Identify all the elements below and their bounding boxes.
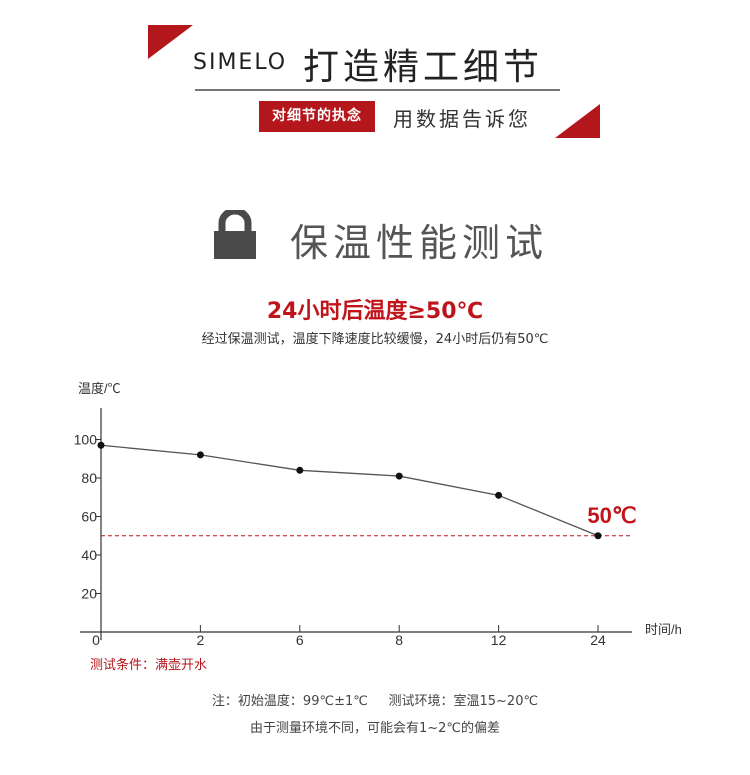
tag-badge: 对细节的执念: [259, 101, 375, 132]
x-tick-label: 6: [296, 632, 304, 648]
tagline: 用数据告诉您: [393, 107, 531, 131]
decor-triangle-top-left: [148, 25, 193, 59]
annotation-50c: 50℃: [587, 503, 636, 528]
y-axis-label: 温度/℃: [78, 381, 121, 396]
decor-triangle-bottom-right: [555, 104, 600, 138]
data-point: [97, 441, 105, 449]
y-tick-label: 80: [81, 470, 97, 486]
data-point: [196, 451, 204, 459]
brand-name: SIMELO: [193, 50, 288, 75]
data-point: [495, 491, 503, 499]
data-point: [395, 472, 403, 480]
x-tick-label: 12: [491, 632, 507, 648]
section-title: 保温性能测试: [290, 221, 549, 265]
x-axis-label: 时间/h: [645, 622, 682, 637]
y-tick-label: 20: [81, 586, 97, 602]
note-deviation: 由于测量环境不同，可能会有1~2℃的偏差: [249, 721, 501, 736]
y-tick-label: 60: [81, 509, 97, 525]
headline: 24小时后温度≥50℃: [266, 299, 484, 324]
x-tick-label: 8: [395, 632, 403, 648]
slogan: 打造精工细节: [303, 47, 544, 88]
x-tick-label: 0: [92, 632, 100, 648]
note-initial-temp: 注：初始温度：99℃±1℃ 测试环境：室温15~20℃: [211, 694, 539, 709]
subtitle: 经过保温测试，温度下降速度比较缓慢，24小时后仍有50℃: [201, 332, 549, 347]
data-point: [296, 466, 304, 474]
y-tick-label: 40: [81, 547, 97, 563]
divider: [195, 89, 560, 91]
test-condition: 测试条件：满壶开水: [90, 658, 208, 673]
data-point: [594, 532, 602, 540]
lock-icon: [213, 207, 257, 264]
series-line: [100, 444, 599, 537]
x-tick-label: 24: [590, 632, 606, 648]
y-tick-label: 100: [74, 432, 98, 448]
x-tick-label: 2: [197, 632, 205, 648]
